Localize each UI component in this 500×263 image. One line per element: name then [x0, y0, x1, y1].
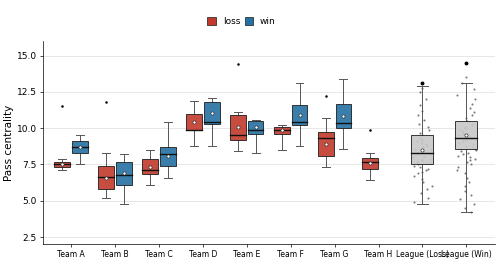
Bar: [362, 158, 378, 169]
Bar: [336, 104, 351, 128]
Legend: loss, win: loss, win: [208, 17, 276, 26]
Bar: [230, 115, 246, 140]
Bar: [248, 121, 264, 134]
Bar: [72, 141, 88, 153]
Bar: [160, 147, 176, 166]
Bar: [186, 114, 202, 130]
Bar: [98, 166, 114, 189]
Bar: [204, 102, 220, 124]
Bar: [142, 159, 158, 174]
Bar: [116, 161, 132, 185]
Bar: [274, 127, 290, 134]
Bar: [456, 121, 477, 149]
Bar: [292, 105, 308, 125]
Bar: [318, 132, 334, 156]
Bar: [54, 162, 70, 167]
Y-axis label: Pass centrality: Pass centrality: [4, 105, 14, 181]
Bar: [412, 135, 434, 164]
